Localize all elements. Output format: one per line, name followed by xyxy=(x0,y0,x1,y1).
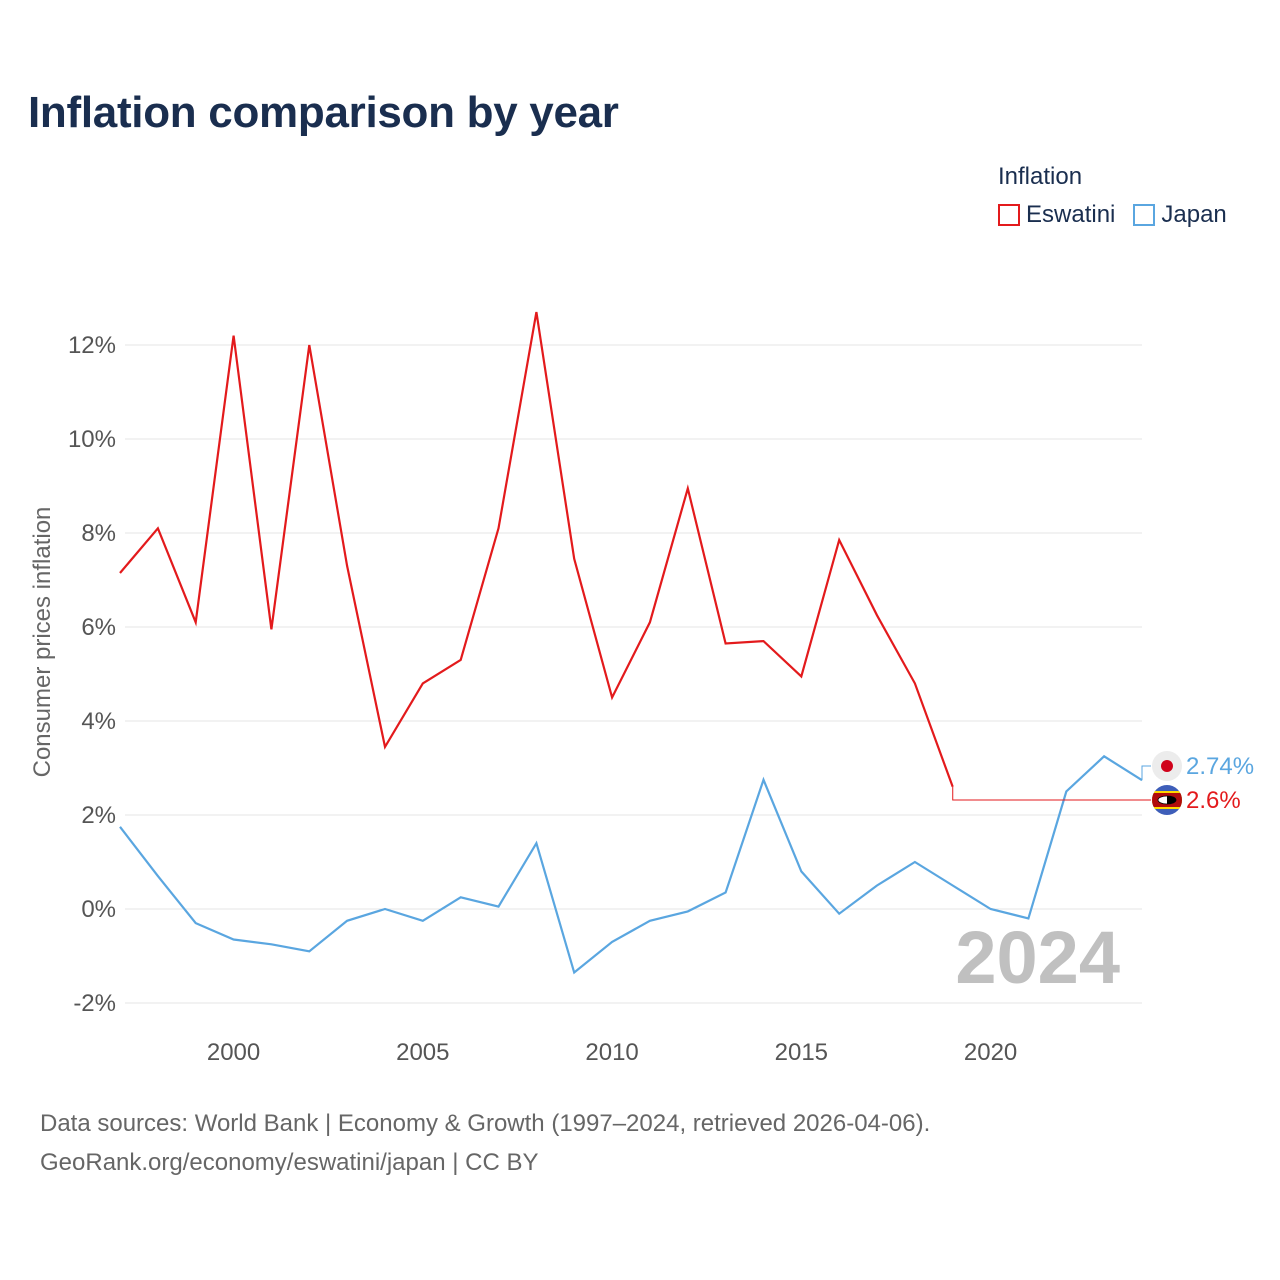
legend-label-eswatini: Eswatini xyxy=(1026,201,1116,228)
footer-sources: Data sources: World Bank | Economy & Gro… xyxy=(40,1110,931,1137)
end-labels: 2.74% 2.6% xyxy=(952,751,1254,815)
y-axis-label: Consumer prices inflation xyxy=(29,507,56,778)
x-tick-label: 2015 xyxy=(775,1039,828,1066)
japan-flag-icon xyxy=(1152,751,1182,781)
eswatini-flag-icon xyxy=(1152,785,1182,815)
legend-swatch-japan xyxy=(1133,204,1156,226)
y-tick-label: -2% xyxy=(73,990,116,1017)
y-axis-ticks: -2% 0% 2% 4% 6% 8% 10% 12% xyxy=(68,332,116,1017)
y-tick-label: 12% xyxy=(68,332,116,359)
y-tick-label: 4% xyxy=(81,708,116,735)
eswatini-label-connector xyxy=(952,786,1151,801)
japan-label-connector xyxy=(1141,765,1151,781)
eswatini-end-value: 2.6% xyxy=(1186,787,1241,814)
series-line-eswatini[interactable] xyxy=(119,311,954,788)
y-tick-label: 6% xyxy=(81,614,116,641)
y-tick-label: 10% xyxy=(68,426,116,453)
series-lines xyxy=(119,311,1143,975)
y-tick-label: 0% xyxy=(81,896,116,923)
series-line-japan[interactable] xyxy=(119,754,1143,975)
legend-title: Inflation xyxy=(998,163,1083,190)
legend-item-japan[interactable]: Japan xyxy=(1133,201,1227,229)
legend-label-japan: Japan xyxy=(1161,201,1227,228)
x-axis-ticks: 2000 2005 2010 2015 2020 xyxy=(207,1039,1017,1066)
y-tick-label: 8% xyxy=(81,520,116,547)
x-tick-label: 2005 xyxy=(396,1039,449,1066)
japan-flag-sun xyxy=(1161,760,1173,772)
legend: Inflation Eswatini Japan xyxy=(998,163,1227,229)
chart-title: Inflation comparison by year xyxy=(28,88,619,137)
year-watermark: 2024 xyxy=(955,916,1120,999)
japan-end-value: 2.74% xyxy=(1186,753,1254,780)
line-chart: -2% 0% 2% 4% 6% 8% 10% 12% 2000 2005 2010 2015 2020… xyxy=(29,311,1254,1066)
legend-swatch-eswatini xyxy=(998,204,1020,226)
x-tick-label: 2020 xyxy=(964,1039,1017,1066)
x-tick-label: 2010 xyxy=(585,1039,638,1066)
footer: Data sources: World Bank | Economy & Gro… xyxy=(40,1104,930,1182)
y-tick-label: 2% xyxy=(81,802,116,829)
gridlines xyxy=(125,344,1142,1004)
legend-item-eswatini[interactable]: Eswatini xyxy=(998,201,1115,229)
footer-attribution[interactable]: GeoRank.org/economy/eswatini/japan | CC … xyxy=(40,1149,539,1176)
x-tick-label: 2000 xyxy=(207,1039,260,1066)
eswatini-flag-stripes xyxy=(1152,785,1182,815)
